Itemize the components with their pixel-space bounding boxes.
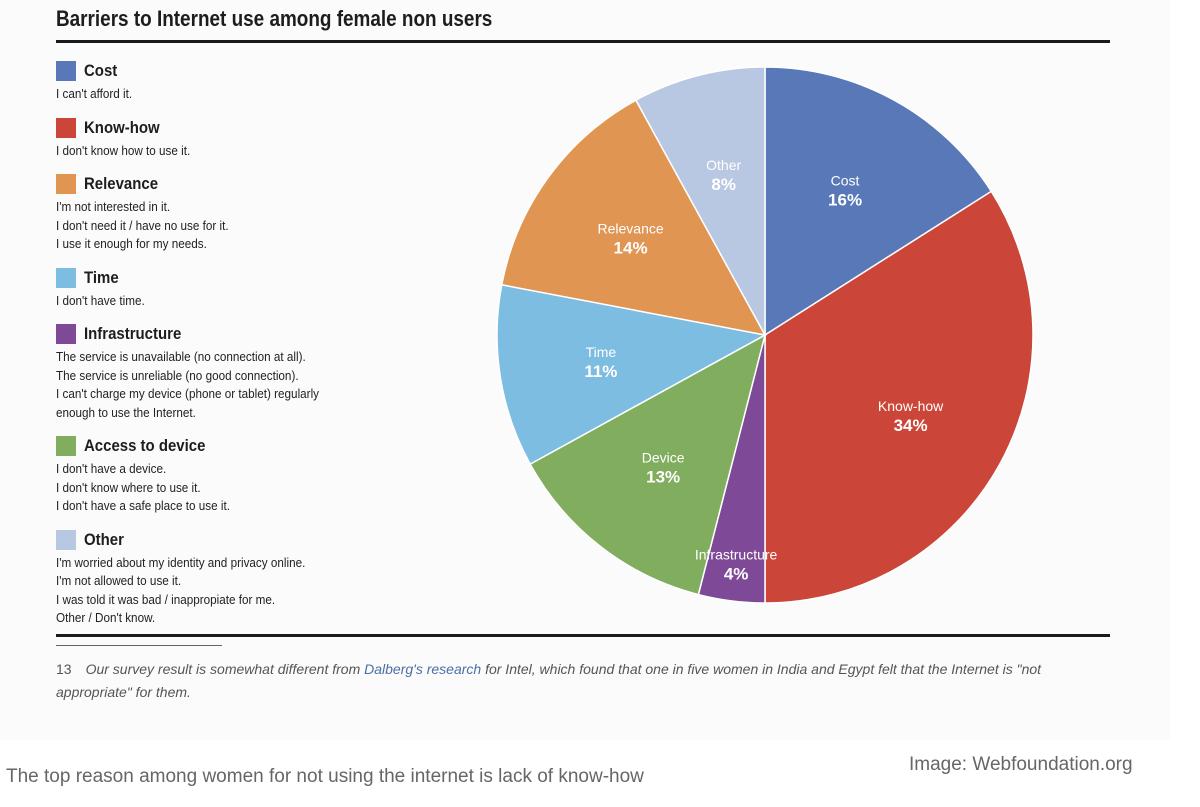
legend-item-time: Time I don't have time.	[56, 267, 416, 311]
pie-value-know-how: 34%	[894, 416, 928, 435]
top-rule	[56, 40, 1110, 43]
legend-swatch-time	[56, 267, 76, 288]
chart-title: Barriers to Internet use among female no…	[56, 6, 493, 31]
footnote-text-after: for Intel, which found that one in five …	[56, 661, 1042, 700]
legend-swatch-relevance	[56, 174, 76, 194]
pie-value-cost: 16%	[828, 190, 862, 209]
legend-description-line: I'm not interested in it.	[56, 199, 171, 214]
pie-label-device: Device	[642, 449, 685, 465]
pie-chart: Cost 16% Know-how 34% Infrastructure 4% Device…	[496, 66, 1034, 604]
legend-description-line: I can't afford it.	[56, 86, 133, 101]
pie-slice-cost	[764, 66, 993, 337]
legend-description-line: I use it enough for my needs.	[56, 236, 207, 251]
pie-value-other: 8%	[711, 175, 736, 194]
legend-description-line: I don't know where to use it.	[56, 479, 201, 495]
footnote: 13 Our survey result is somewhat differen…	[56, 658, 1116, 704]
legend-swatch-access-to-device	[56, 436, 76, 456]
legend-item-cost: Cost I can't afford it.	[56, 60, 416, 104]
bottom-rule	[56, 634, 1110, 637]
pie-label-other: Other	[706, 157, 741, 173]
pie-slice-know-how	[764, 190, 1034, 604]
legend-description-line: I don't have a device.	[56, 461, 167, 476]
footnote-number: 13	[56, 661, 72, 677]
image-caption: The top reason among women for not using…	[6, 766, 644, 787]
legend: Cost I can't afford it. Know-how I don't kn…	[56, 60, 416, 628]
legend-description-line: I'm not allowed to use it.	[56, 573, 182, 588]
pie-label-infrastructure: Infrastructure	[695, 547, 778, 563]
footnote-divider	[56, 645, 222, 646]
infographic-panel: Barriers to Internet use among female no…	[56, 6, 1116, 704]
legend-name-infrastructure: Infrastructure	[84, 324, 182, 343]
pie-value-time: 11%	[584, 362, 617, 381]
legend-name-time: Time	[84, 267, 119, 287]
legend-description-line: I don't know how to use it.	[56, 142, 191, 158]
pie-value-device: 13%	[646, 467, 680, 486]
legend-description-line: The service is unavailable (no connectio…	[56, 349, 306, 364]
image-credit: Image: Webfoundation.org	[909, 754, 1133, 775]
legend-description-line: enough to use the Internet.	[56, 404, 196, 420]
pie-slice-other	[634, 66, 766, 336]
legend-name-relevance: Relevance	[84, 174, 159, 193]
legend-swatch-cost	[56, 61, 76, 81]
legend-name-cost: Cost	[84, 61, 118, 80]
legend-item-know-how: Know-how I don't know how to use it.	[56, 117, 416, 161]
legend-description-line: I don't need it / have no use for it.	[56, 217, 229, 233]
pie-slice-device	[529, 333, 767, 596]
legend-name-access-to-device: Access to device	[84, 436, 206, 455]
pie-value-infrastructure: 4%	[724, 565, 749, 584]
legend-description-line: I'm worried about my identity and privac…	[56, 554, 306, 570]
legend-swatch-know-how	[56, 117, 76, 138]
legend-item-infrastructure: Infrastructure The service is unavailable…	[56, 323, 416, 422]
pie-value-relevance: 14%	[614, 238, 648, 257]
legend-swatch-other	[56, 529, 76, 550]
footnote-text-before: Our survey result is somewhat different …	[85, 661, 365, 677]
pie-slice-relevance	[500, 99, 767, 337]
pie-label-cost: Cost	[831, 172, 860, 188]
legend-description-line: The service is unreliable (no good conne…	[56, 367, 299, 383]
footnote-link[interactable]: Dalberg's research	[364, 661, 482, 677]
pie-label-relevance: Relevance	[597, 220, 663, 236]
legend-item-other: Other I'm worried about my identity and p…	[56, 529, 416, 628]
legend-swatch-infrastructure	[56, 324, 76, 344]
legend-item-relevance: Relevance I'm not interested in it. I don'…	[56, 173, 416, 254]
pie-label-time: Time	[586, 344, 617, 360]
legend-description-line: I was told it was bad / inappropiate for…	[56, 591, 276, 607]
pie-label-know-how: Know-how	[878, 398, 944, 414]
legend-name-know-how: Know-how	[84, 117, 160, 137]
legend-description-line: I don't have time.	[56, 292, 145, 308]
legend-description-line: Other / Don't know.	[56, 610, 156, 625]
legend-description-line: I don't have a safe place to use it.	[56, 498, 230, 513]
legend-description-line: I can't charge my device (phone or table…	[56, 386, 320, 401]
pie-slice-time	[496, 283, 768, 466]
legend-item-access-to-device: Access to device I don't have a device. I …	[56, 435, 416, 516]
legend-name-other: Other	[84, 529, 124, 549]
